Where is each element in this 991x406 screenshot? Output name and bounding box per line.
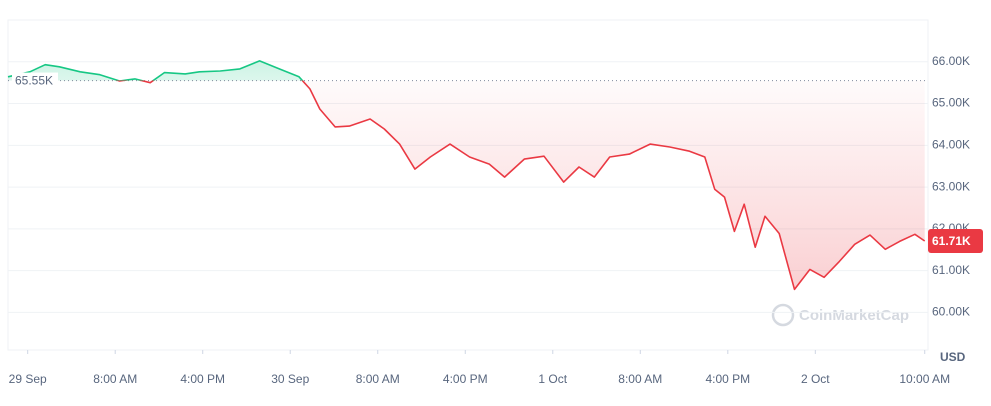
- x-tick-label: 10:00 AM: [899, 372, 950, 386]
- baseline-label: 65.55K: [15, 74, 53, 88]
- y-axis-label: USD: [940, 350, 966, 364]
- x-tick-label: 8:00 AM: [93, 372, 137, 386]
- plot-frame: [7, 19, 929, 351]
- x-tick-label: 30 Sep: [271, 372, 309, 386]
- last-price-label: 61.71K: [932, 234, 971, 248]
- watermark: CoinMarketCap: [771, 303, 909, 327]
- y-tick-label: 64.00K: [932, 137, 970, 151]
- price-area: [8, 60, 925, 290]
- watermark-text: CoinMarketCap: [799, 307, 909, 324]
- price-line: [7, 60, 926, 291]
- y-tick-label: 61.00K: [932, 263, 970, 277]
- last-price-tag: [928, 228, 983, 253]
- x-tick-label: 2 Oct: [801, 372, 830, 386]
- x-tick-label: 1 Oct: [538, 372, 567, 386]
- x-tick-label: 29 Sep: [9, 372, 47, 386]
- y-tick-label: 65.00K: [932, 96, 970, 110]
- y-tick-label: 63.00K: [932, 179, 970, 193]
- x-tick-label: 4:00 PM: [443, 372, 488, 386]
- watermark-logo: [771, 303, 795, 327]
- x-tick-label: 4:00 PM: [180, 372, 225, 386]
- baseline-label-bg: [12, 72, 58, 89]
- x-tick-label: 8:00 AM: [356, 372, 400, 386]
- y-tick-label: 60.00K: [932, 305, 970, 319]
- x-tick-label: 4:00 PM: [705, 372, 750, 386]
- x-tick-label: 8:00 AM: [618, 372, 662, 386]
- y-tick-label: 66.00K: [932, 54, 970, 68]
